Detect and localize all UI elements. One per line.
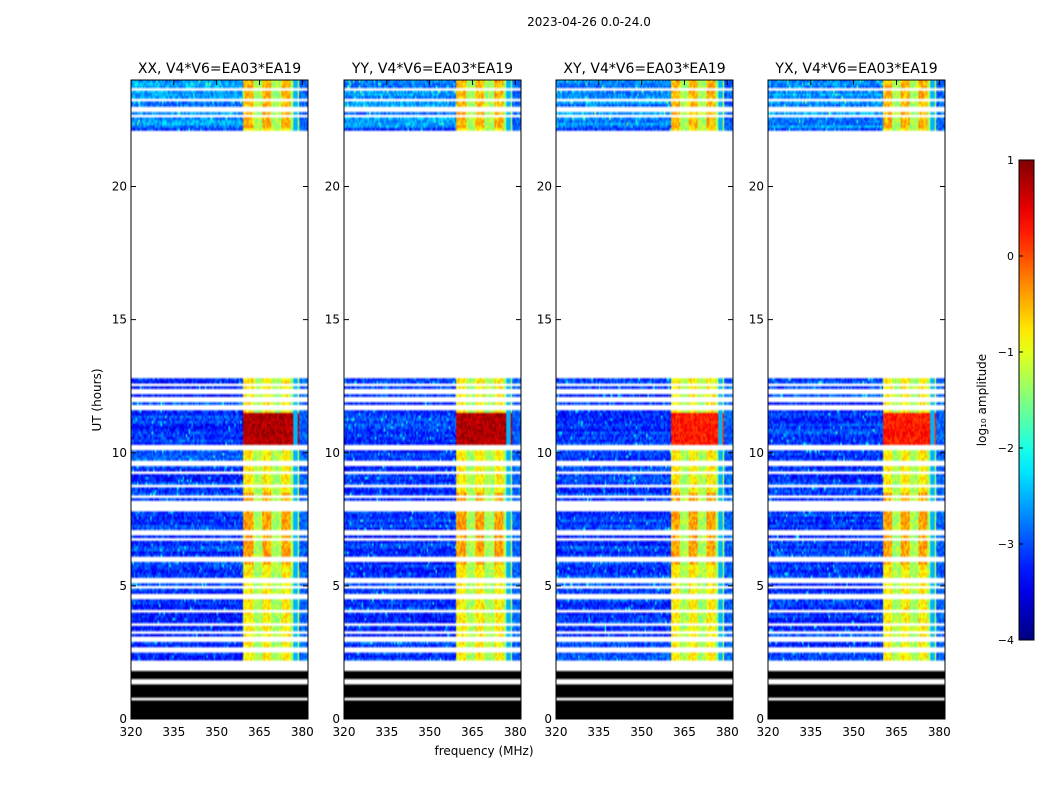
x-tick-label: 335 (587, 725, 610, 739)
x-tick-label: 335 (799, 725, 822, 739)
x-tick-label: 320 (545, 725, 568, 739)
y-tick-label: 10 (537, 446, 552, 460)
colorbar-label: log₁₀ amplitude (975, 354, 989, 446)
colorbar-tick-label: −2 (998, 442, 1014, 455)
x-tick-label: 350 (418, 725, 441, 739)
panel-frame (555, 79, 734, 720)
x-tick-label: 350 (205, 725, 228, 739)
x-tick-label: 320 (120, 725, 143, 739)
x-tick-label: 380 (716, 725, 739, 739)
panels-group: XX, V4*V6=EA03*EA19 320 335 350 365 380 0 5 10 15… (112, 61, 951, 739)
y-tick-label: 20 (325, 180, 340, 194)
panel-frame (343, 79, 522, 720)
x-tick-label: 350 (842, 725, 865, 739)
y-tick-label: 15 (112, 313, 127, 327)
x-tick-label: 350 (630, 725, 653, 739)
x-tick-label: 335 (162, 725, 185, 739)
x-axis-label: frequency (MHz) (434, 744, 533, 758)
colorbar-tick-label: −1 (998, 346, 1014, 359)
colorbar-tick-label: 1 (1007, 154, 1014, 167)
x-tick-label: 365 (248, 725, 271, 739)
colorbar: 1 0 −1 −2 −3 −4 (998, 154, 1035, 647)
y-tick-label: 5 (544, 579, 552, 593)
panel-frame (130, 79, 309, 720)
panel-xx: XX, V4*V6=EA03*EA19 320 335 350 365 380 0 5 10 15… (112, 61, 314, 739)
y-tick-label: 0 (756, 712, 764, 726)
y-tick-label: 20 (537, 180, 552, 194)
spectrogram-image-yy (344, 80, 521, 719)
spectrogram-image-yx (768, 80, 945, 719)
spectrogram-image-xy (556, 80, 733, 719)
y-tick-label: 0 (332, 712, 340, 726)
y-tick-label: 15 (325, 313, 340, 327)
y-tick-label: 10 (749, 446, 764, 460)
panel-title: XX, V4*V6=EA03*EA19 (138, 61, 301, 77)
colorbar-tick-label: 0 (1007, 250, 1014, 263)
y-axis-label: UT (hours) (90, 368, 104, 431)
y-tick-label: 5 (332, 579, 340, 593)
panel-yy: YY, V4*V6=EA03*EA19 320 335 350 365 380 0 5 10 15… (325, 61, 527, 739)
panel-title: YY, V4*V6=EA03*EA19 (351, 61, 513, 77)
x-tick-label: 365 (673, 725, 696, 739)
colorbar-tick-label: −3 (998, 538, 1014, 551)
y-tick-label: 10 (325, 446, 340, 460)
y-tick-label: 20 (112, 180, 127, 194)
y-tick-label: 5 (119, 579, 127, 593)
x-tick-label: 365 (885, 725, 908, 739)
x-tick-label: 380 (291, 725, 314, 739)
y-tick-label: 0 (119, 712, 127, 726)
x-tick-label: 380 (928, 725, 951, 739)
panel-title: XY, V4*V6=EA03*EA19 (563, 61, 725, 77)
y-tick-label: 0 (544, 712, 552, 726)
y-tick-label: 15 (537, 313, 552, 327)
panel-xy: XY, V4*V6=EA03*EA19 320 335 350 365 380 0 5 10 15… (537, 61, 739, 739)
y-tick-label: 20 (749, 180, 764, 194)
spectrogram-image-xx (131, 80, 308, 719)
panel-yx: YX, V4*V6=EA03*EA19 320 335 350 365 380 0 5 10 15… (749, 61, 951, 739)
panel-frame (767, 79, 946, 720)
x-tick-label: 335 (375, 725, 398, 739)
figure-title: 2023-04-26 0.0-24.0 (527, 15, 651, 29)
y-tick-label: 10 (112, 446, 127, 460)
y-tick-label: 15 (749, 313, 764, 327)
x-tick-label: 320 (757, 725, 780, 739)
colorbar-gradient (1018, 159, 1035, 641)
x-tick-label: 365 (461, 725, 484, 739)
y-tick-label: 5 (756, 579, 764, 593)
panel-title: YX, V4*V6=EA03*EA19 (774, 61, 937, 77)
x-tick-label: 320 (333, 725, 356, 739)
colorbar-tick-label: −4 (998, 634, 1014, 647)
x-tick-label: 380 (504, 725, 527, 739)
